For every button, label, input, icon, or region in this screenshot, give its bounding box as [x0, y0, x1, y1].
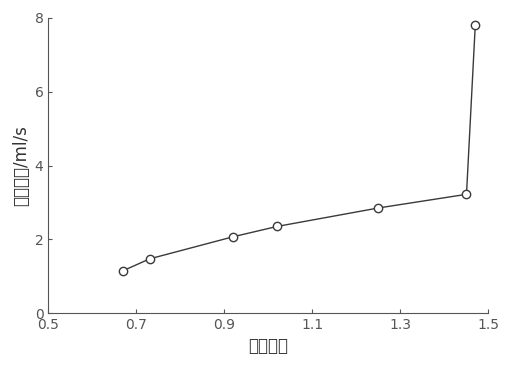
Y-axis label: 渗透流量/ml/s: 渗透流量/ml/s: [12, 125, 31, 206]
X-axis label: 水力梯度: 水力梯度: [248, 337, 288, 355]
